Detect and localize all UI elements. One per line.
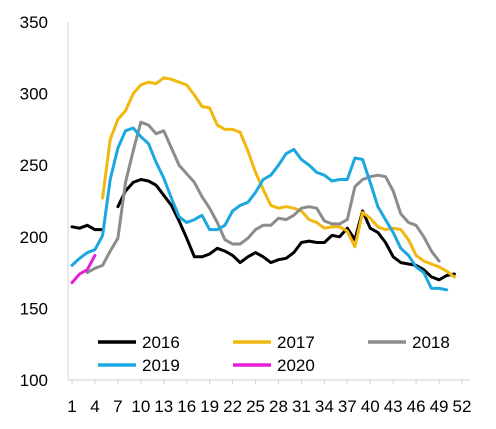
y-tick-label: 350 xyxy=(20,13,48,32)
legend-item-2019: 2019 xyxy=(98,356,180,375)
x-tick-label: 40 xyxy=(361,397,380,416)
x-tick-label: 7 xyxy=(113,397,122,416)
x-tick-label: 31 xyxy=(292,397,311,416)
series-line-2016 xyxy=(70,223,105,232)
series-line-2020 xyxy=(70,253,97,285)
y-tick-label: 250 xyxy=(20,156,48,175)
series-line-2019 xyxy=(70,126,449,292)
legend-item-2018: 2018 xyxy=(368,333,450,352)
series-lines xyxy=(70,76,456,292)
x-tick-label: 52 xyxy=(453,397,472,416)
y-tick-label: 200 xyxy=(20,228,48,247)
y-tick-label: 150 xyxy=(20,299,48,318)
x-axis: 1 4 7 10 13 16 19 22 25 28 31 34 37 40 43 46 49 52 xyxy=(67,379,471,416)
x-tick-label: 28 xyxy=(269,397,288,416)
x-tick-label: 25 xyxy=(246,397,265,416)
y-tick-labels: 100 150 200 250 300 350 xyxy=(20,13,48,390)
series-line-2018 xyxy=(85,120,441,275)
x-tick-label: 19 xyxy=(200,397,219,416)
x-tick-label: 49 xyxy=(430,397,449,416)
legend-label: 2019 xyxy=(142,356,180,375)
x-tick-label: 34 xyxy=(315,397,334,416)
series-line-2016 xyxy=(116,178,456,282)
x-tick-label: 4 xyxy=(90,397,99,416)
legend-label: 2020 xyxy=(277,356,315,375)
x-tick-label: 10 xyxy=(131,397,150,416)
legend-item-2016: 2016 xyxy=(98,333,180,352)
legend: 2016 2017 2018 2019 2020 xyxy=(98,333,450,375)
x-tick-label: 1 xyxy=(67,397,76,416)
legend-label: 2016 xyxy=(142,333,180,352)
y-axis: 100 150 200 250 300 350 xyxy=(20,13,69,390)
series-line-2017 xyxy=(101,76,456,279)
x-tick-label: 16 xyxy=(177,397,196,416)
x-tick-label: 46 xyxy=(407,397,426,416)
x-tick-labels: 1 4 7 10 13 16 19 22 25 28 31 34 37 40 43 46 49 52 xyxy=(67,380,471,416)
legend-label: 2017 xyxy=(277,333,315,352)
legend-item-2017: 2017 xyxy=(233,333,315,352)
legend-item-2020: 2020 xyxy=(233,356,315,375)
x-tick-label: 43 xyxy=(384,397,403,416)
legend-label: 2018 xyxy=(412,333,450,352)
x-tick-label: 22 xyxy=(223,397,242,416)
y-tick-label: 100 xyxy=(20,371,48,390)
x-tick-label: 37 xyxy=(338,397,357,416)
y-tick-label: 300 xyxy=(20,85,48,104)
x-tick-label: 13 xyxy=(154,397,173,416)
